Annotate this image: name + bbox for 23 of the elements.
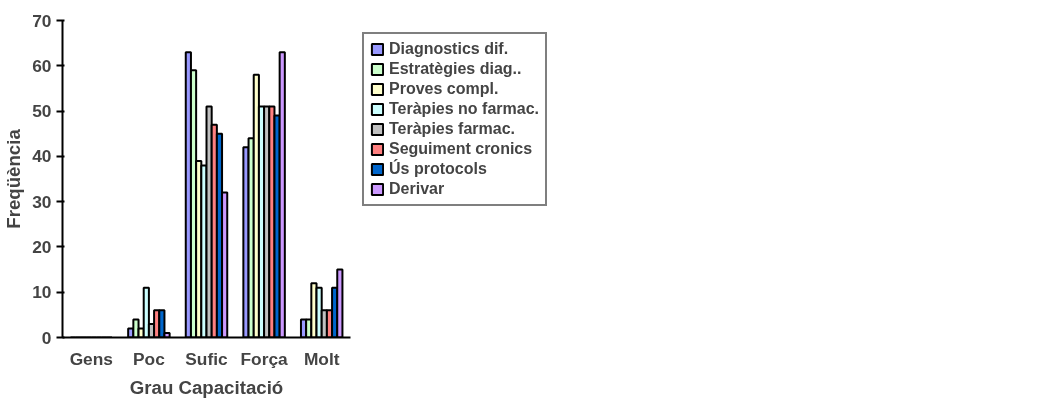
x-tick-label: Força xyxy=(240,348,289,369)
legend-label: Teràpies farmac. xyxy=(389,120,515,138)
x-axis-title: Grau Capacitació xyxy=(129,376,284,398)
x-tick-label: Molt xyxy=(303,348,340,369)
legend-label: Ús protocols xyxy=(389,160,487,178)
y-tick-label: 30 xyxy=(32,191,52,212)
legend-label: Proves compl. xyxy=(389,80,499,98)
y-tick-label: 60 xyxy=(32,55,52,76)
legend-label: Teràpies no farmac. xyxy=(389,100,539,118)
x-tick-label: Sufic xyxy=(185,348,229,369)
y-tick-label: 10 xyxy=(32,282,52,303)
x-tick-label: Gens xyxy=(69,348,113,369)
y-axis-title: Freqüència xyxy=(3,128,25,229)
y-tick-label: 20 xyxy=(32,236,52,257)
legend-label: Diagnostics dif. xyxy=(389,40,509,58)
y-tick-label: 0 xyxy=(41,327,52,348)
y-tick-label: 70 xyxy=(32,10,52,31)
x-tick-label: Poc xyxy=(133,348,166,369)
legend-label: Derivar xyxy=(389,180,445,198)
y-tick-label: 40 xyxy=(32,146,52,167)
y-tick-label: 50 xyxy=(32,101,52,122)
legend-label: Seguiment cronics xyxy=(389,140,533,158)
legend-label: Estratègies diag.. xyxy=(389,60,522,78)
